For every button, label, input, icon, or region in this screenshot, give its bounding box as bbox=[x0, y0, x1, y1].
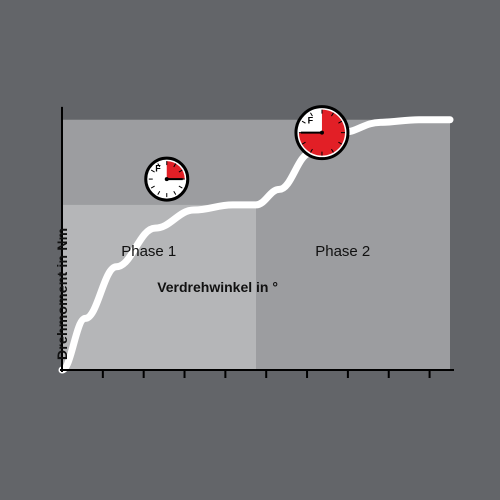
force-gauge-icon: F bbox=[146, 158, 188, 200]
gauge-letter: F bbox=[155, 164, 161, 174]
torque-angle-chart: FF bbox=[40, 100, 460, 400]
x-axis-label: Verdrehwinkel in ° bbox=[157, 279, 278, 295]
y-axis-label: Drehmoment in Nm bbox=[54, 228, 70, 360]
phase-2-label: Phase 2 bbox=[315, 243, 370, 260]
gauge-letter: F bbox=[308, 116, 314, 126]
phase-1-label: Phase 1 bbox=[121, 243, 176, 260]
force-gauge-icon: F bbox=[296, 107, 348, 159]
chart-svg: FF bbox=[40, 100, 460, 400]
